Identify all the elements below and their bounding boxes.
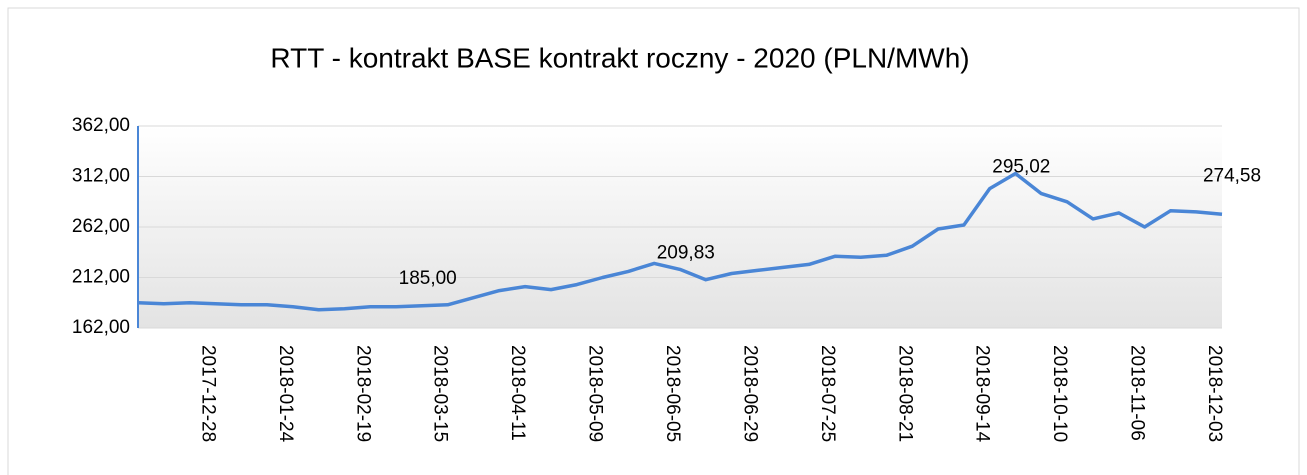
x-tick-label: 2018-12-03 <box>1204 345 1225 442</box>
y-tick-label: 362,00 <box>72 115 130 136</box>
x-tick-label: 2018-06-05 <box>662 345 683 442</box>
x-tick-label: 2018-05-09 <box>585 345 606 442</box>
x-tick-label: 2018-03-15 <box>430 345 451 442</box>
data-label: 209,83 <box>657 243 715 264</box>
data-label: 185,00 <box>399 268 457 289</box>
y-tick-label: 262,00 <box>72 216 130 237</box>
y-tick-label: 312,00 <box>72 166 130 187</box>
x-tick-label: 2018-11-06 <box>1127 345 1148 441</box>
x-tick-label: 2018-04-11 <box>507 345 528 441</box>
x-tick-label: 2018-02-19 <box>352 345 373 442</box>
chart-title: RTT - kontrakt BASE kontrakt roczny - 20… <box>270 42 969 73</box>
x-tick-label: 2018-09-14 <box>972 345 993 443</box>
x-tick-label: 2018-06-29 <box>739 345 760 442</box>
data-label: 295,02 <box>992 157 1050 178</box>
x-tick-label: 2018-01-24 <box>275 345 296 443</box>
y-tick-label: 162,00 <box>72 317 130 338</box>
x-tick-label: 2018-07-25 <box>817 345 838 442</box>
x-tick-label: 2018-08-21 <box>894 345 915 442</box>
y-tick-label: 212,00 <box>72 267 130 288</box>
x-tick-label: 2018-10-10 <box>1049 345 1070 442</box>
x-tick-label: 2017-12-28 <box>197 345 218 442</box>
data-label: 274,58 <box>1203 165 1261 186</box>
data-line <box>137 171 1223 312</box>
